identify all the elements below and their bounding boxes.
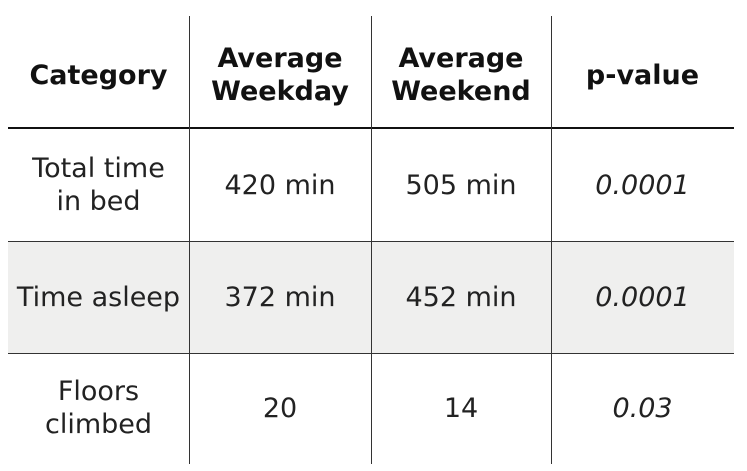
header-average-weekday: Average Weekday: [189, 16, 371, 128]
header-weekend-line1: Average: [398, 43, 524, 75]
category-cell: Time asleep: [16, 281, 181, 313]
header-category: Category: [8, 16, 189, 128]
p-value-cell: 0.03: [612, 392, 673, 424]
weekday-cell: 420 min: [224, 169, 336, 201]
comparison-table: Category Average Weekday Average Weekend…: [8, 16, 734, 464]
table-row: Floors climbed 20 14 0.03: [8, 354, 734, 464]
category-line1: Floors: [57, 376, 140, 408]
table-header-row: Category Average Weekday Average Weekend…: [8, 16, 734, 128]
category-cell: Total time in bed: [8, 130, 189, 242]
header-weekday-line1: Average: [217, 43, 343, 75]
category-line2: climbed: [44, 409, 153, 440]
p-value-cell: 0.0001: [595, 281, 690, 313]
column-divider: [371, 16, 372, 464]
weekday-cell: 372 min: [224, 281, 336, 313]
header-average-weekend: Average Weekend: [371, 16, 551, 128]
header-weekday-line2: Weekday: [211, 76, 349, 107]
category-cell: Floors climbed: [8, 354, 189, 464]
weekend-cell: 14: [443, 392, 479, 424]
p-value-cell: 0.0001: [595, 169, 690, 201]
weekday-cell: 20: [262, 392, 298, 424]
weekend-cell: 505 min: [405, 169, 517, 201]
header-p-value-label: p-value: [585, 59, 700, 91]
table-row: Total time in bed 420 min 505 min 0.0001: [8, 130, 734, 242]
category-line2: in bed: [56, 186, 141, 217]
header-p-value: p-value: [551, 16, 734, 128]
column-divider: [189, 16, 190, 464]
category-line1: Total time: [32, 153, 165, 185]
column-divider: [551, 16, 552, 464]
header-weekend-line2: Weekend: [391, 76, 531, 107]
weekend-cell: 452 min: [405, 281, 517, 313]
header-category-label: Category: [29, 59, 168, 91]
